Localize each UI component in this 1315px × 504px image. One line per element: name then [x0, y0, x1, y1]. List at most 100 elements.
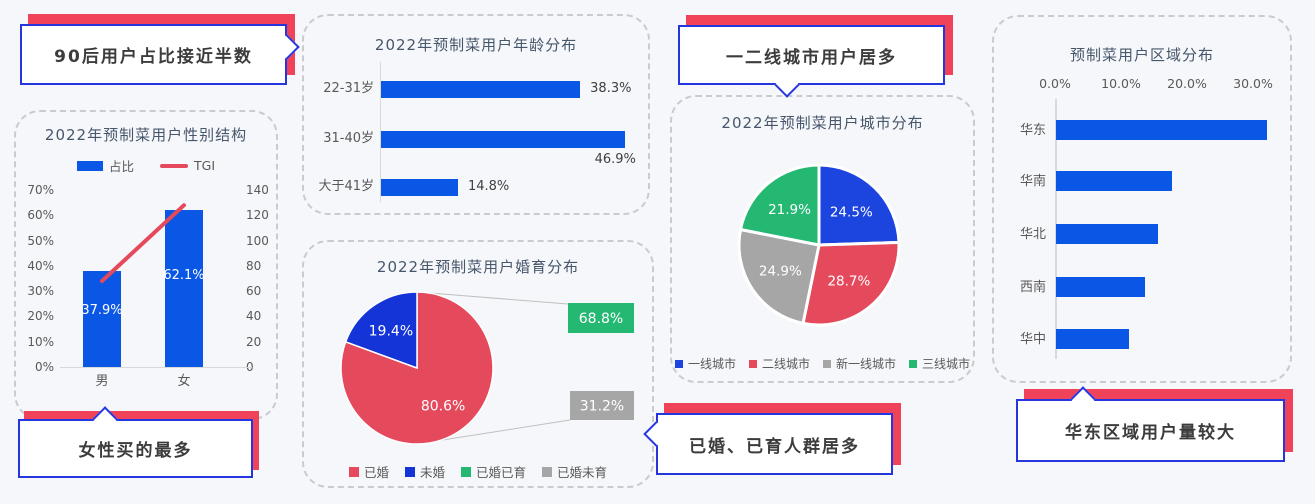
swatch — [542, 466, 553, 477]
category-label: 男 — [95, 374, 109, 389]
left-axis-tick: 20% — [27, 309, 54, 324]
category-label: 华东 — [1019, 123, 1046, 138]
slice-data-label: 21.9% — [768, 202, 811, 218]
right-axis-tick: 40 — [246, 309, 262, 324]
city-chart-title: 2022年预制菜用户城市分布 — [721, 114, 924, 132]
x-axis-tick: 10.0% — [1101, 76, 1141, 91]
region-chart-title: 预制菜用户区域分布 — [1069, 46, 1214, 64]
banner-city-insight: 一二线城市用户居多 — [678, 15, 953, 98]
category-label: 大于41岁 — [318, 179, 374, 194]
left-axis-tick: 30% — [27, 284, 54, 299]
legend-item: 新一线城市 — [823, 355, 896, 372]
left-axis-tick: 50% — [27, 233, 54, 248]
marriage-chart: 80.6% 19.4% 68.8% 31.2% — [304, 242, 652, 486]
x-axis-tick: 0.0% — [1039, 76, 1071, 91]
pie-slice-三线城市 — [739, 163, 821, 247]
breakout-bar-已婚未育 — [570, 391, 634, 420]
breakout-bar-label: 68.8% — [579, 311, 623, 327]
region-chart-panel: 预制菜用户区域分布 0.0% 10.0% 20.0% 30.0% 华东 华南 华北 西南 华中 — [992, 15, 1292, 383]
line-swatch — [160, 163, 188, 168]
swatch — [404, 466, 415, 477]
banner-text: 华东区域用户量较大 — [1016, 399, 1285, 462]
slice-data-label: 80.6% — [421, 398, 465, 414]
bar-西南 — [1056, 277, 1146, 297]
category-label: 西南 — [1019, 280, 1046, 295]
left-axis-tick: 40% — [27, 258, 54, 273]
marriage-pie-svg: 80.6% 19.4% 68.8% 31.2% — [340, 291, 634, 445]
category-label: 华北 — [1019, 227, 1046, 242]
category-label: 华南 — [1019, 174, 1046, 189]
slice-data-label: 24.5% — [830, 205, 873, 221]
slice-data-label: 24.9% — [759, 264, 802, 280]
bar-swatch — [76, 160, 103, 171]
bar-data-label: 38.3% — [590, 81, 632, 96]
marriage-chart-panel: 2022年预制菜用户婚育分布 80.6% 19.4% 68.8% 31.2% 已婚 未… — [302, 240, 654, 488]
bar-data-label: 37.9% — [81, 303, 123, 319]
banner-gender-insight: 女性买的最多 — [18, 406, 259, 478]
category-label: 女 — [177, 374, 191, 389]
banner-text: 已婚、已育人群居多 — [656, 413, 893, 475]
banner-text: 90后用户占比接近半数 — [20, 24, 287, 85]
swatch — [823, 359, 831, 368]
breakout-bar-label: 31.2% — [580, 399, 624, 415]
bar-华北 — [1056, 224, 1159, 244]
gender-chart: 70% 60% 50% 40% 30% 20% 10% 0% 140 120 100 80 60 40 20… — [16, 112, 276, 418]
legend-item: 已婚未育 — [542, 462, 607, 481]
right-axis-tick: 60 — [246, 284, 262, 299]
connector-line — [416, 291, 569, 305]
category-label: 31-40岁 — [323, 131, 374, 146]
bar-华中 — [1056, 329, 1129, 349]
tgi-line-svg — [100, 203, 186, 283]
swatch — [674, 359, 683, 368]
bar-大于41岁 — [381, 178, 458, 196]
right-axis-tick: 80 — [246, 258, 262, 273]
bar-data-label: 46.9% — [594, 152, 636, 167]
x-axis-tick: 20.0% — [1167, 76, 1207, 91]
swatch — [748, 359, 757, 368]
gender-chart-legend: 占比 TGI — [16, 156, 276, 175]
city-chart-panel: 2022年预制菜用户城市分布 24.5% 28.7% 24.9% 21.9% 一线城市… — [670, 95, 975, 383]
banner-text: 女性买的最多 — [18, 419, 253, 478]
region-chart: 0.0% 10.0% 20.0% 30.0% 华东 华南 华北 西南 华中 — [994, 17, 1290, 381]
swatch — [909, 359, 918, 368]
bar-data-label: 14.8% — [467, 179, 510, 194]
banner-marriage-insight: 已婚、已育人群居多 — [643, 403, 901, 475]
bar-31-40岁 — [381, 130, 625, 148]
age-chart-panel: 2022年预制菜用户年龄分布 22-31岁 38.3% 31-40岁 46.9% 大于4… — [302, 14, 650, 215]
y-axis-line — [380, 62, 381, 202]
slice-data-label: 28.7% — [827, 273, 870, 289]
legend-item: 三线城市 — [909, 355, 970, 372]
left-axis-tick: 70% — [27, 183, 54, 197]
legend-item: 未婚 — [404, 462, 445, 481]
tgi-line — [100, 203, 186, 283]
swatch — [348, 466, 359, 477]
bar-22-31岁 — [381, 80, 581, 98]
legend-item: 已婚 — [348, 462, 389, 481]
banner-region-insight: 华东区域用户量较大 — [1016, 386, 1293, 462]
legend-item: 一线城市 — [674, 355, 736, 372]
age-chart: 22-31岁 38.3% 31-40岁 46.9% 大于41岁 14.8% — [304, 16, 648, 213]
city-chart-legend: 一线城市 二线城市 新一线城市 三线城市 — [672, 355, 973, 372]
bar-女 — [165, 209, 203, 367]
left-axis-tick: 0% — [34, 360, 54, 374]
pie-slice-一线城市 — [817, 163, 901, 247]
gender-chart-panel: 2022年预制菜用户性别结构 占比 TGI 70% 60% 50% 40% 30% 20%… — [14, 110, 278, 420]
right-axis-tick: 100 — [246, 233, 269, 248]
category-label: 22-31岁 — [323, 81, 374, 96]
bar-华东 — [1056, 120, 1268, 140]
legend-item-bar: 占比 — [76, 156, 134, 175]
legend-item-line: TGI — [160, 158, 215, 173]
swatch — [461, 466, 471, 477]
banner-text: 一二线城市用户居多 — [678, 25, 945, 85]
left-axis-tick: 10% — [27, 334, 54, 349]
city-pie-svg: 24.5% 28.7% 24.9% 21.9% — [737, 163, 901, 327]
banner-age-insight: 90后用户占比接近半数 — [20, 14, 300, 85]
marriage-chart-title: 2022年预制菜用户婚育分布 — [376, 258, 580, 276]
right-axis-tick: 120 — [246, 208, 269, 223]
legend-item: 二线城市 — [748, 355, 810, 372]
bar-华南 — [1056, 171, 1172, 191]
legend-item: 已婚已育 — [461, 462, 526, 481]
slice-data-label: 19.4% — [369, 324, 413, 340]
bar-男 — [83, 271, 121, 367]
